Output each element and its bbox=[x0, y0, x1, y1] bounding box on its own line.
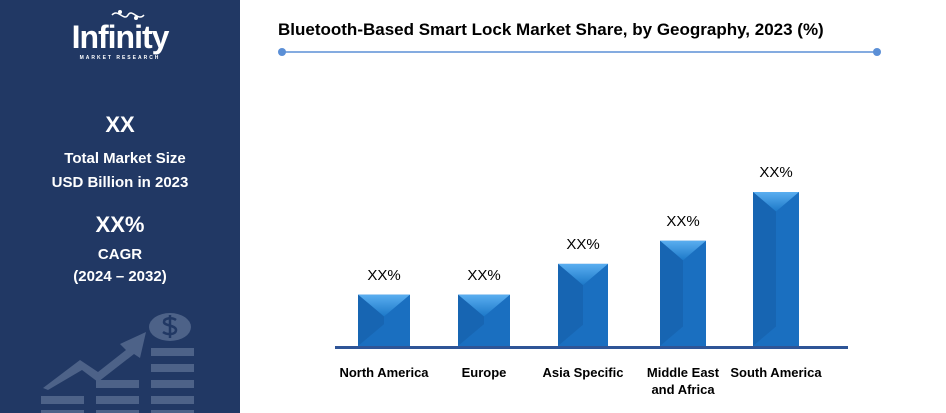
category-label: Europe bbox=[429, 364, 539, 381]
category-label: South America bbox=[721, 364, 831, 381]
category-label-line: Asia Specific bbox=[542, 365, 624, 380]
title-underline bbox=[278, 48, 881, 56]
bar-0 bbox=[358, 294, 410, 346]
category-label-line: Europe bbox=[461, 365, 507, 380]
sidebar: Infinity MARKET RESEARCH XX Total Market… bbox=[0, 0, 240, 413]
cagr-value: XX% bbox=[95, 212, 145, 237]
category-label: Middle East and Africa bbox=[628, 364, 738, 398]
bar-3 bbox=[660, 240, 706, 346]
market-size-label: Total Market Size bbox=[64, 150, 186, 167]
value-label: XX% bbox=[666, 212, 700, 230]
category-label-line: North America bbox=[339, 365, 429, 380]
value-label: XX% bbox=[759, 164, 793, 181]
category-label-line: and Africa bbox=[651, 382, 715, 397]
value-label: XX% bbox=[367, 266, 401, 284]
logo-text: Infinity bbox=[71, 19, 170, 55]
value-label: XX% bbox=[467, 266, 501, 284]
growth-chart-dollar-coin-icon bbox=[41, 313, 194, 413]
category-label: Asia Specific bbox=[528, 364, 638, 381]
chart-title: Bluetooth-Based Smart Lock Market Share,… bbox=[278, 20, 824, 39]
category-label-line: South America bbox=[730, 365, 822, 380]
cagr-label: CAGR bbox=[97, 246, 143, 263]
category-label: North America bbox=[329, 364, 439, 381]
market-size-value: XX bbox=[105, 112, 135, 137]
bar-2 bbox=[558, 263, 608, 346]
logo-subtext: MARKET RESEARCH bbox=[79, 55, 161, 61]
category-label-line: Middle East bbox=[646, 365, 720, 380]
market-size-unit: USD Billion in 2023 bbox=[51, 174, 189, 191]
logo-infinity-icon bbox=[111, 10, 145, 20]
cagr-period: (2024 – 2032) bbox=[73, 268, 167, 285]
bar-1 bbox=[458, 294, 510, 346]
bar-4 bbox=[753, 192, 799, 346]
value-label: XX% bbox=[566, 235, 600, 253]
logo: Infinity MARKET RESEARCH bbox=[0, 0, 240, 64]
x-axis-line bbox=[335, 346, 848, 349]
